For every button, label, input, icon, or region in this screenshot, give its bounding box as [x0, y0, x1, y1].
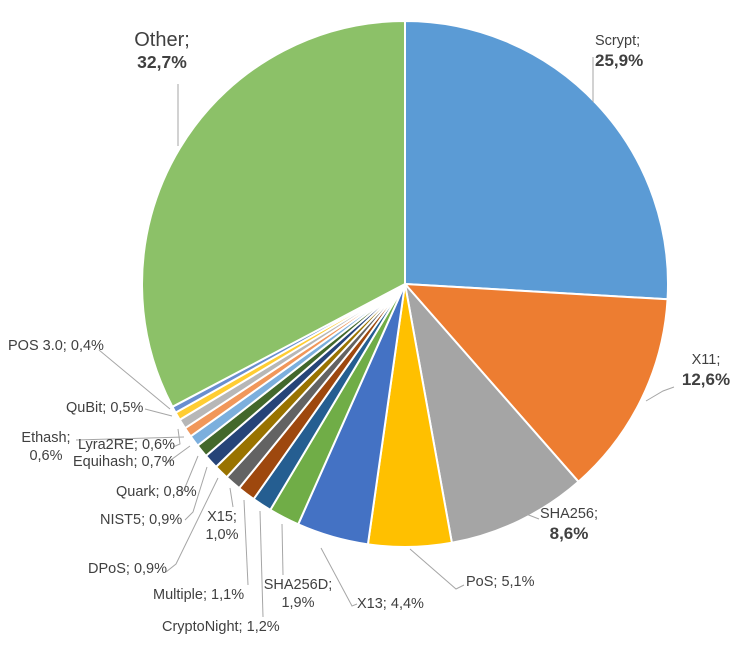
slice-label-other: Other; 32,7%	[134, 28, 190, 74]
leader-line-sha256d	[281, 523, 284, 576]
slice-label-cryptonight: CryptoNight; 1,2%	[162, 619, 280, 637]
leader-line-pos-3-0	[98, 349, 171, 410]
slice-label-name: DPoS;	[88, 561, 130, 577]
leader-line-sha256	[520, 511, 540, 520]
slice-label-name: Scrypt;	[595, 33, 641, 49]
slice-label-value: 0,6%	[141, 437, 175, 453]
leader-line-x15	[229, 487, 234, 508]
leader-line-x13	[320, 547, 358, 607]
slice-label-value: 0,9%	[133, 561, 168, 577]
pie-slice-scrypt	[404, 20, 669, 301]
leader-line-nist5	[184, 466, 208, 521]
slice-label-name: SHA256D;	[263, 577, 333, 593]
leader-line-cryptonight	[259, 510, 264, 618]
slice-label-value: 1,9%	[281, 594, 315, 611]
pie-slice-x11	[404, 283, 669, 483]
slice-label-name: Equihash;	[73, 454, 138, 470]
slice-label-value: 0,8%	[163, 484, 197, 500]
slice-label-sha256d: SHA256D; 1,9%	[264, 577, 333, 612]
slice-label-x15: X15; 1,0%	[205, 509, 238, 544]
pie-slice-sha256	[404, 283, 580, 544]
slice-label-qubit: QuBit; 0,5%	[66, 400, 143, 418]
slice-label-name: QuBit;	[66, 400, 107, 416]
slice-label-value: 12,6%	[681, 369, 731, 389]
leader-line-lyra2re	[172, 428, 181, 448]
slice-label-pos: PoS; 5,1%	[466, 574, 535, 592]
slice-label-value: 0,6%	[29, 447, 63, 464]
slice-label-value: 1,1%	[211, 587, 245, 603]
slice-label-name: Multiple;	[153, 587, 207, 603]
slice-label-name: Ethash;	[21, 430, 71, 446]
leader-line-x11	[645, 386, 675, 402]
slice-label-value: 5,1%	[501, 574, 535, 590]
leader-line-quark	[180, 455, 199, 494]
slice-label-name: Other;	[134, 29, 190, 51]
slice-label-name: Lyra2RE;	[78, 437, 138, 453]
slice-label-name: X11;	[691, 352, 721, 368]
slice-label-name: SHA256;	[539, 506, 599, 522]
leader-line-qubit	[144, 408, 173, 417]
slice-label-name: X15;	[207, 509, 237, 525]
slice-label-sha256: SHA256; 8,6%	[540, 506, 598, 544]
slice-label-value: 0,9%	[149, 512, 183, 528]
slice-label-value: 8,6%	[549, 523, 589, 543]
slice-label-x13: X13; 4,4%	[357, 596, 424, 614]
slice-label-pos-3-0: POS 3.0; 0,4%	[8, 338, 104, 356]
slice-label-multiple: Multiple; 1,1%	[153, 587, 244, 605]
slice-label-name: PoS;	[466, 574, 498, 590]
slice-label-x11: X11; 12,6%	[682, 352, 730, 390]
leader-line-pos	[409, 548, 465, 590]
slice-label-value: 0,4%	[70, 338, 104, 354]
slice-label-value: 0,7%	[141, 454, 175, 470]
slice-label-value: 1,0%	[205, 526, 239, 543]
slice-label-equihash: Equihash; 0,7%	[73, 454, 175, 472]
slice-label-value: 32,7%	[137, 52, 187, 73]
leader-line-ethash	[75, 436, 185, 441]
slice-label-value: 4,4%	[390, 596, 424, 612]
slice-label-ethash: Ethash; 0,6%	[21, 430, 70, 465]
slice-label-name: Quark;	[116, 484, 160, 500]
leader-line-multiple	[243, 499, 249, 586]
leader-line-dpos	[165, 477, 219, 573]
slice-label-value: 1,2%	[246, 619, 280, 635]
slice-label-value: 25,9%	[595, 50, 644, 70]
slice-label-name: NIST5;	[100, 512, 146, 528]
leader-line-equihash	[164, 445, 191, 464]
slice-label-value: 0,5%	[110, 400, 144, 416]
slice-label-nist5: NIST5; 0,9%	[100, 512, 182, 530]
slice-label-scrypt: Scrypt; 25,9%	[595, 33, 643, 71]
slice-label-name: POS 3.0;	[8, 338, 67, 354]
slice-label-quark: Quark; 0,8%	[116, 484, 197, 502]
pie-slice-other	[141, 20, 406, 408]
slice-label-lyra2re: Lyra2RE; 0,6%	[78, 437, 175, 455]
slice-label-name: X13;	[357, 596, 387, 612]
slice-label-dpos: DPoS; 0,9%	[88, 561, 167, 579]
slice-label-name: CryptoNight;	[162, 619, 243, 635]
